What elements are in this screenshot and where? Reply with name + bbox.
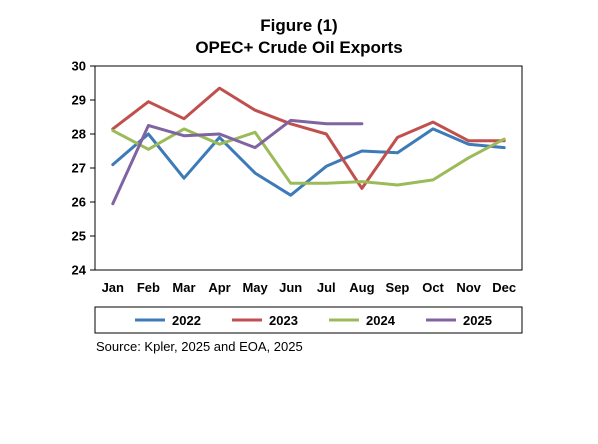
y-tick-label: 25	[72, 229, 86, 244]
x-tick-label: Aug	[349, 280, 374, 295]
y-tick-label: 28	[72, 127, 86, 142]
x-tick-label: Sep	[386, 280, 410, 295]
chart-axes	[90, 65, 523, 271]
series-line-2023	[111, 86, 506, 190]
y-tick-labels: 24 25 26 27 28 29 30	[72, 59, 87, 278]
x-tick-label: Nov	[456, 280, 481, 295]
source-note: Source: Kpler, 2025 and EOA, 2025	[96, 339, 303, 354]
series-line-2024	[111, 127, 506, 187]
legend: 2022 2023 2024 2025	[94, 306, 523, 334]
y-tick-label: 26	[72, 195, 86, 210]
series-line-2025	[111, 118, 364, 206]
x-tick-label: Mar	[172, 280, 195, 295]
y-tick-label: 27	[72, 161, 86, 176]
x-tick-label: Dec	[492, 280, 516, 295]
chart-title: Figure (1)	[260, 16, 338, 35]
x-tick-label: Apr	[208, 280, 230, 295]
chart-subtitle: OPEC+ Crude Oil Exports	[195, 38, 403, 57]
x-tick-label: Oct	[422, 280, 444, 295]
y-tick-label: 24	[72, 263, 87, 278]
legend-label-2022: 2022	[172, 313, 201, 328]
x-tick-label: Jul	[317, 280, 336, 295]
x-tick-label: Jun	[279, 280, 302, 295]
legend-label-2023: 2023	[269, 313, 298, 328]
x-tick-labels: Jan Feb Mar Apr May Jun Jul Aug Sep Oct Nov Dec	[102, 280, 517, 295]
plot-area-border	[94, 65, 523, 271]
x-tick-label: Jan	[102, 280, 124, 295]
x-tick-label: May	[242, 280, 268, 295]
series-line-2022	[111, 127, 506, 197]
series-lines	[111, 86, 506, 206]
y-tick-label: 29	[72, 93, 86, 108]
legend-label-2024: 2024	[366, 313, 396, 328]
y-tick-label: 30	[72, 59, 86, 74]
legend-label-2025: 2025	[463, 313, 492, 328]
x-tick-label: Feb	[137, 280, 160, 295]
